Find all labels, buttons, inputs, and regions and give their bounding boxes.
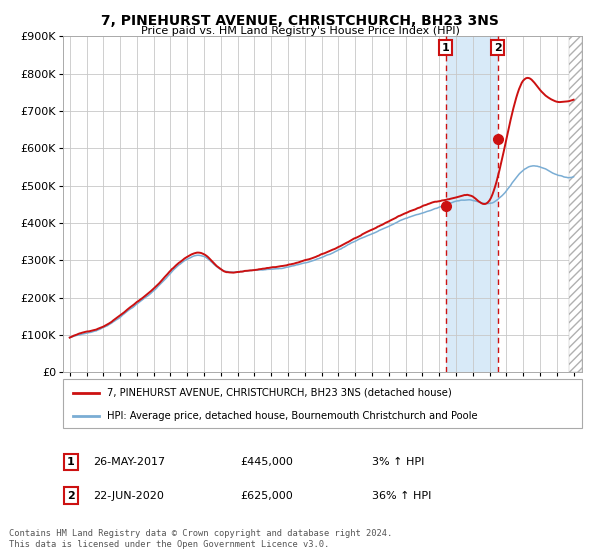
- Text: Contains HM Land Registry data © Crown copyright and database right 2024.
This d: Contains HM Land Registry data © Crown c…: [9, 529, 392, 549]
- Text: 2: 2: [494, 43, 502, 53]
- Text: 7, PINEHURST AVENUE, CHRISTCHURCH, BH23 3NS: 7, PINEHURST AVENUE, CHRISTCHURCH, BH23 …: [101, 14, 499, 28]
- Text: £625,000: £625,000: [240, 491, 293, 501]
- Text: 26-MAY-2017: 26-MAY-2017: [93, 457, 165, 467]
- Text: 1: 1: [67, 457, 74, 467]
- Text: 36% ↑ HPI: 36% ↑ HPI: [372, 491, 431, 501]
- Text: 7, PINEHURST AVENUE, CHRISTCHURCH, BH23 3NS (detached house): 7, PINEHURST AVENUE, CHRISTCHURCH, BH23 …: [107, 388, 452, 398]
- Text: 2: 2: [67, 491, 74, 501]
- Text: £445,000: £445,000: [240, 457, 293, 467]
- Text: 22-JUN-2020: 22-JUN-2020: [93, 491, 164, 501]
- Bar: [569, 36, 582, 372]
- Text: HPI: Average price, detached house, Bournemouth Christchurch and Poole: HPI: Average price, detached house, Bour…: [107, 411, 478, 421]
- Bar: [446, 36, 497, 372]
- Text: 3% ↑ HPI: 3% ↑ HPI: [372, 457, 424, 467]
- FancyBboxPatch shape: [63, 379, 582, 428]
- Bar: [569, 36, 582, 372]
- Text: Price paid vs. HM Land Registry's House Price Index (HPI): Price paid vs. HM Land Registry's House …: [140, 26, 460, 36]
- Text: 1: 1: [442, 43, 449, 53]
